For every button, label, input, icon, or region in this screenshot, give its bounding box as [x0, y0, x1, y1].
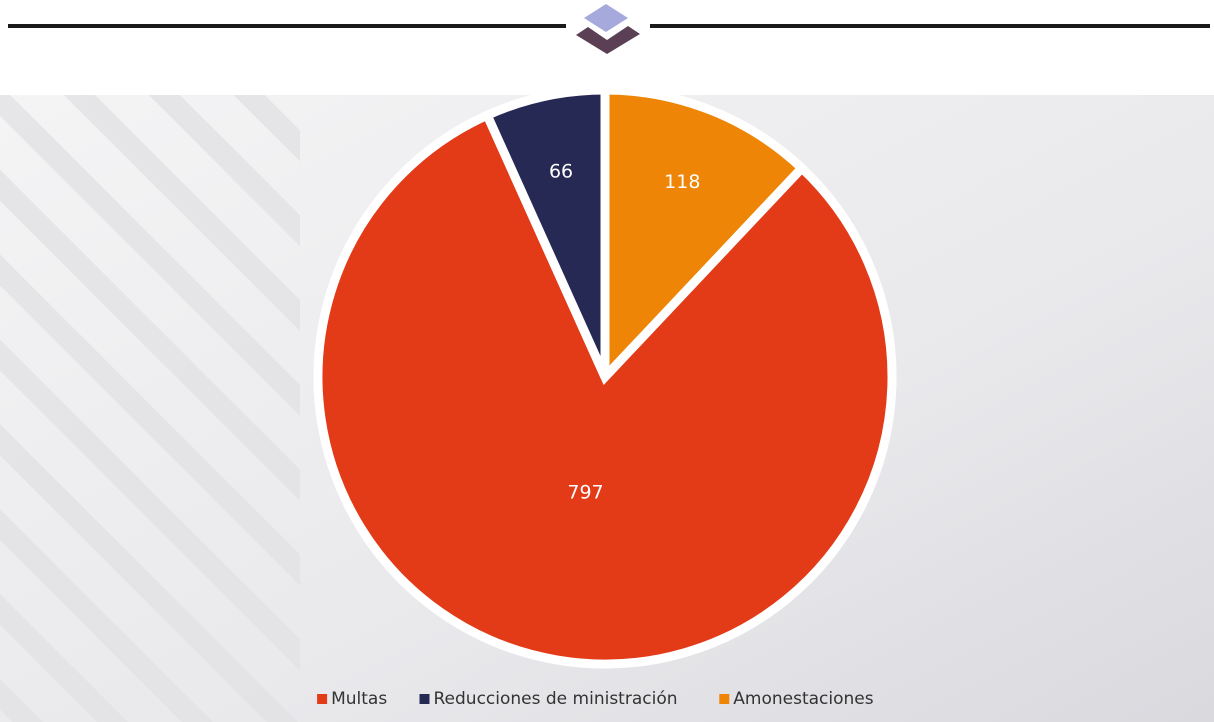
chart: 118 797 66 Multas Reducciones de ministraci… [0, 0, 1214, 722]
legend-swatch [719, 694, 729, 704]
legend-label: Multas [331, 689, 387, 709]
page: {"chart_data": {"type": "pie", "categori… [0, 0, 1214, 722]
legend-swatch [317, 694, 327, 704]
data-label: 66 [549, 161, 573, 183]
header-icon [584, 4, 628, 32]
background-pattern [0, 95, 300, 722]
data-label: 118 [664, 171, 700, 193]
legend-label: Amonestaciones [733, 689, 873, 709]
data-label: 797 [567, 482, 603, 504]
legend-swatch [420, 694, 430, 704]
legend-label: Reducciones de ministración [434, 689, 678, 709]
pie: 118 797 66 [318, 90, 892, 664]
